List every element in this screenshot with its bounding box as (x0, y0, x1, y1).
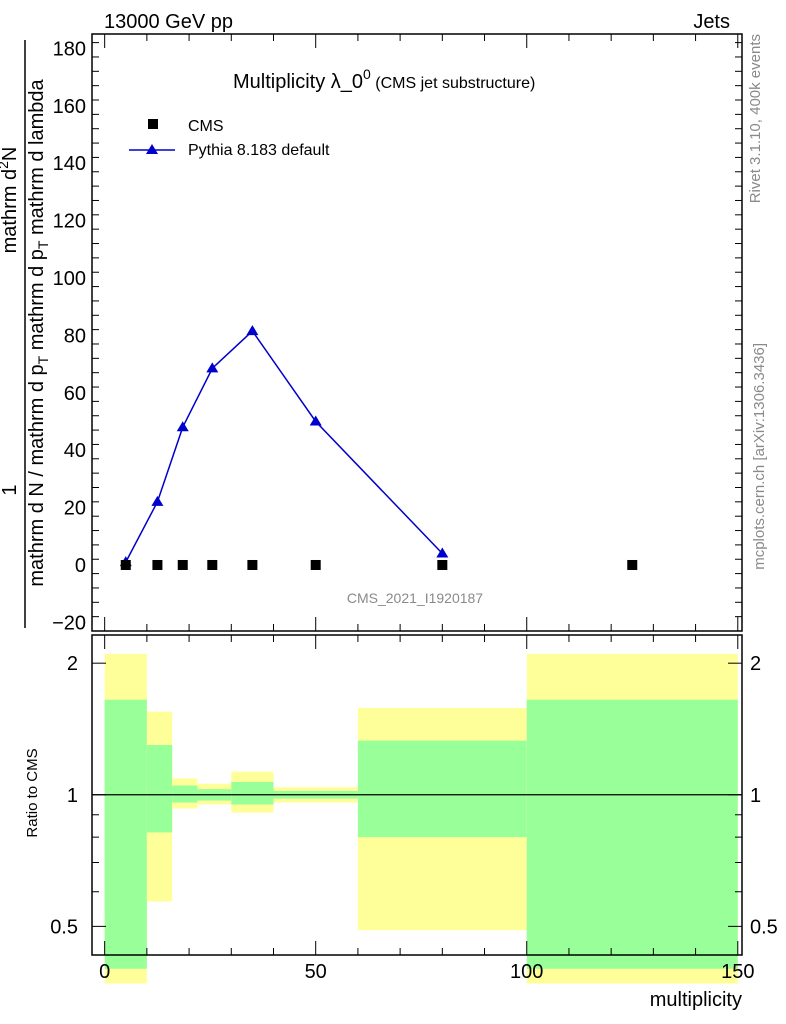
ratio-bands (104, 653, 738, 984)
main-ylabel-numerator: mathrm d2N (0, 147, 21, 254)
ratio-ylabel: Ratio to CMS (24, 748, 41, 837)
ratio-band-inner (357, 740, 527, 838)
header-category: Jets (693, 11, 730, 33)
ratio-panel: 0.5 0.5 1 1 2 2 (50, 634, 778, 984)
ratio-ticks: 0.5 0.5 1 1 2 2 (50, 635, 778, 955)
y-tick-label: 120 (53, 211, 86, 233)
main-ylabel-one: 1 (0, 484, 21, 495)
ratio-y-tick-label: 1 (67, 785, 78, 807)
analysis-watermark: CMS_2021_I1920187 (347, 590, 483, 606)
x-axis-label: multiplicity (650, 989, 742, 1011)
mc-point (151, 495, 164, 506)
chart-title-sup: 0 (363, 66, 371, 82)
mcplots-label: mcplots.cern.ch [arXiv:1306.3436] (751, 343, 768, 570)
data-point (177, 559, 188, 570)
main-ticks: −20 0 20 40 60 80 100 120 140 160 180 (52, 34, 742, 634)
rivet-label: Rivet 3.1.10, 400k events (747, 34, 764, 203)
ratio-band-inner (526, 699, 738, 969)
x-tick-label: 50 (305, 961, 327, 983)
ratio-y-tick-label: 0.5 (50, 916, 78, 938)
legend-label-cms: CMS (188, 118, 224, 135)
ratio-y-tick-label-right: 1 (750, 785, 761, 807)
data-point (310, 559, 321, 570)
mc-line (125, 329, 443, 563)
mc-point (176, 421, 189, 432)
legend-marker-mc (146, 144, 158, 154)
legend: CMS Pythia 8.183 default (129, 118, 330, 159)
y-tick-label: −20 (52, 612, 86, 634)
main-ylabel: 1 mathrm d2N mathrm d N / mathrm d pT ma… (0, 40, 51, 628)
mc-point (436, 547, 449, 558)
ratio-y-tick-label-right: 0.5 (750, 916, 778, 938)
header-energy: 13000 GeV pp (104, 11, 233, 33)
ratio-band-inner (172, 785, 198, 803)
data-point (152, 559, 163, 570)
legend-marker-cms (148, 119, 158, 129)
ratio-y-tick-label: 2 (67, 653, 78, 675)
y-tick-label: 160 (53, 96, 86, 118)
ratio-band-inner (231, 781, 274, 805)
y-tick-label: 100 (53, 268, 86, 290)
ratio-frame (91, 634, 743, 956)
data-point (437, 559, 448, 570)
legend-label-mc: Pythia 8.183 default (188, 142, 330, 159)
x-tick-label: 150 (721, 961, 754, 983)
ratio-band-inner (146, 744, 173, 833)
mc-point (246, 325, 259, 336)
y-tick-label: 20 (64, 498, 86, 520)
mc-point (309, 415, 322, 426)
y-tick-label: 0 (75, 555, 86, 577)
data-point (120, 559, 131, 570)
main-frame (91, 33, 743, 632)
y-tick-label: 80 (64, 325, 86, 347)
x-tick-label: 100 (510, 961, 543, 983)
y-tick-label: 140 (53, 153, 86, 175)
data-point (207, 559, 218, 570)
y-tick-label: 180 (53, 38, 86, 60)
main-panel: −20 0 20 40 60 80 100 120 140 160 180 (52, 33, 743, 634)
ratio-y-tick-label-right: 2 (750, 653, 761, 675)
y-tick-label: 60 (64, 383, 86, 405)
data-point (247, 559, 258, 570)
data-point (627, 559, 638, 570)
chart-title-main: Multiplicity λ_0 (233, 71, 363, 93)
x-tick-label: 0 (99, 961, 110, 983)
x-ticklabels: 0 50 100 150 (99, 961, 754, 983)
main-series (119, 325, 638, 570)
y-tick-label: 40 (64, 440, 86, 462)
main-ylabel-denominator: mathrm d N / mathrm d pT mathrm d pT mat… (26, 78, 51, 586)
ratio-band-inner (104, 699, 147, 969)
chart-title: Multiplicity λ_00 (CMS jet substructure) (233, 66, 535, 93)
mc-point (206, 362, 219, 373)
chart-title-sub: (CMS jet substructure) (371, 75, 535, 92)
